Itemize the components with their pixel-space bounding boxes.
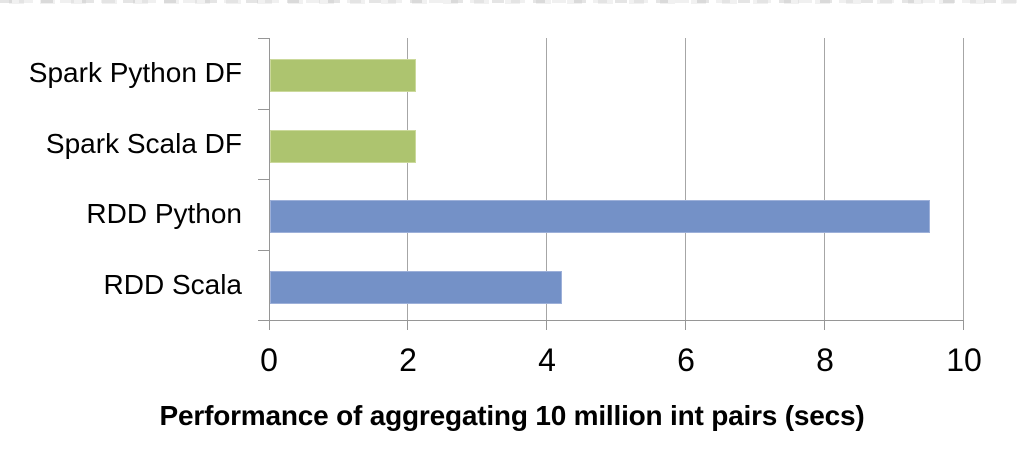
value-axis-labels: 0 2 4 6 8 10 <box>0 343 1024 381</box>
category-label-spark-scala-df: Spark Scala DF <box>45 127 242 159</box>
category-label-rdd-python: RDD Python <box>86 198 242 230</box>
x-tick-label-2: 2 <box>399 342 417 378</box>
bar-spark-python-df <box>270 59 416 92</box>
x-axis-tick-2 <box>407 320 408 330</box>
category-label-spark-python-df: Spark Python DF <box>28 57 242 89</box>
category-label-rdd-scala: RDD Scala <box>103 268 242 300</box>
x-tick-label-0: 0 <box>260 342 278 378</box>
gridline-6 <box>685 38 686 320</box>
x-axis-tick-10 <box>963 320 964 330</box>
x-tick-label-6: 6 <box>677 342 695 378</box>
plot-area <box>258 38 964 330</box>
x-tick-label-4: 4 <box>538 342 556 378</box>
y-axis-tick-2 <box>258 179 269 180</box>
x-axis-tick-4 <box>546 320 547 330</box>
bar-spark-scala-df <box>270 130 416 163</box>
bar-rdd-python <box>270 200 930 233</box>
gridline-8 <box>824 38 825 320</box>
chart-title: Performance of aggregating 10 million in… <box>159 400 865 431</box>
x-axis-tick-8 <box>824 320 825 330</box>
gridline-4 <box>546 38 547 320</box>
y-axis-tick-1 <box>258 109 269 110</box>
gridline-2 <box>407 38 408 320</box>
cropped-text-edge-artifact <box>0 0 1024 5</box>
x-tick-label-8: 8 <box>816 342 834 378</box>
x-axis-line <box>258 320 964 321</box>
bar-rdd-scala <box>270 271 562 304</box>
x-tick-label-10: 10 <box>946 342 982 378</box>
y-axis-line <box>269 38 270 330</box>
y-axis-tick-3 <box>258 250 269 251</box>
category-axis-labels: Spark Python DF Spark Scala DF RDD Python R… <box>0 38 242 320</box>
x-axis-tick-6 <box>685 320 686 330</box>
gridline-10 <box>963 38 964 320</box>
y-axis-tick-0 <box>258 38 269 39</box>
